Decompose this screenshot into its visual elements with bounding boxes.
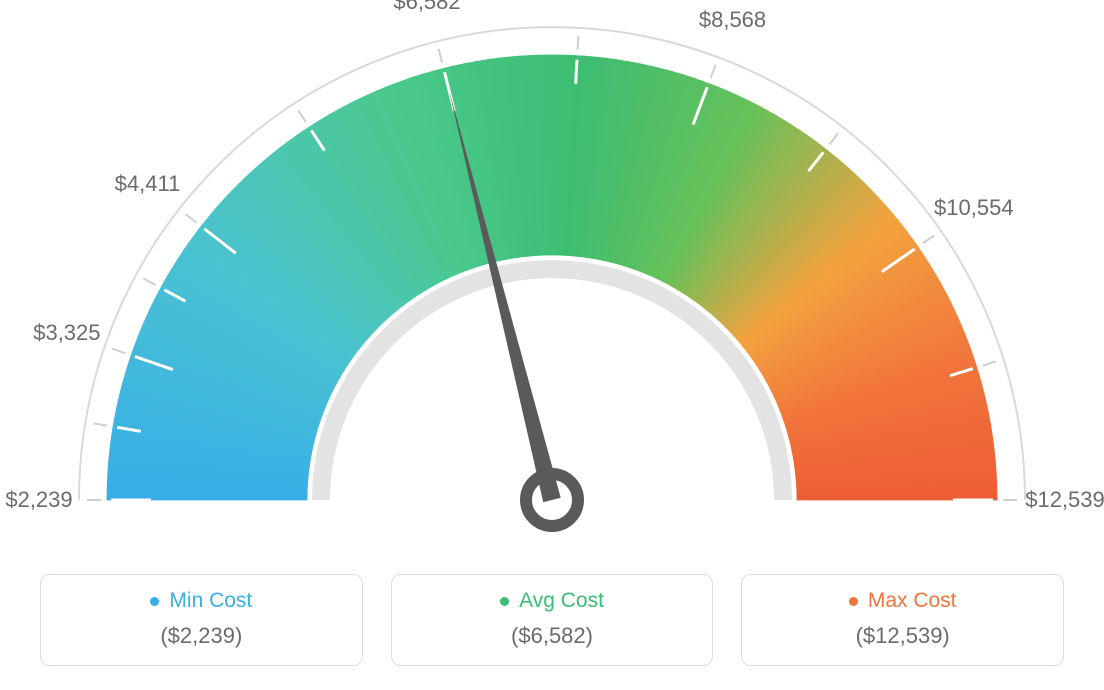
avg-cost-card: Avg Cost ($6,582) (391, 574, 714, 666)
gauge-tick-label: $3,325 (33, 320, 100, 346)
dot-icon (500, 597, 509, 606)
max-cost-value: ($12,539) (752, 623, 1053, 649)
avg-cost-value: ($6,582) (402, 623, 703, 649)
cost-cards: Min Cost ($2,239) Avg Cost ($6,582) Max … (40, 574, 1064, 666)
gauge-tick-label: $12,539 (1025, 487, 1104, 513)
gauge-tick-label: $8,568 (699, 7, 766, 33)
max-cost-card: Max Cost ($12,539) (741, 574, 1064, 666)
dot-icon (849, 597, 858, 606)
gauge-svg (0, 0, 1104, 560)
gauge-tick-label: $6,582 (393, 0, 460, 15)
gauge-tick-label: $4,411 (115, 171, 181, 197)
min-cost-value: ($2,239) (51, 623, 352, 649)
min-cost-label-row: Min Cost (51, 589, 352, 613)
gauge-tick-label: $2,239 (5, 487, 72, 513)
max-cost-label: Max Cost (868, 589, 957, 613)
gauge-tick-label: $10,554 (934, 195, 1014, 221)
avg-cost-label: Avg Cost (519, 589, 604, 613)
min-cost-label: Min Cost (169, 589, 252, 613)
min-cost-card: Min Cost ($2,239) (40, 574, 363, 666)
gauge-container: $2,239 $3,325 $4,411 $6,582 $8,568 $10,554 $12… (0, 0, 1104, 560)
dot-icon (150, 597, 159, 606)
max-cost-label-row: Max Cost (752, 589, 1053, 613)
avg-cost-label-row: Avg Cost (402, 589, 703, 613)
